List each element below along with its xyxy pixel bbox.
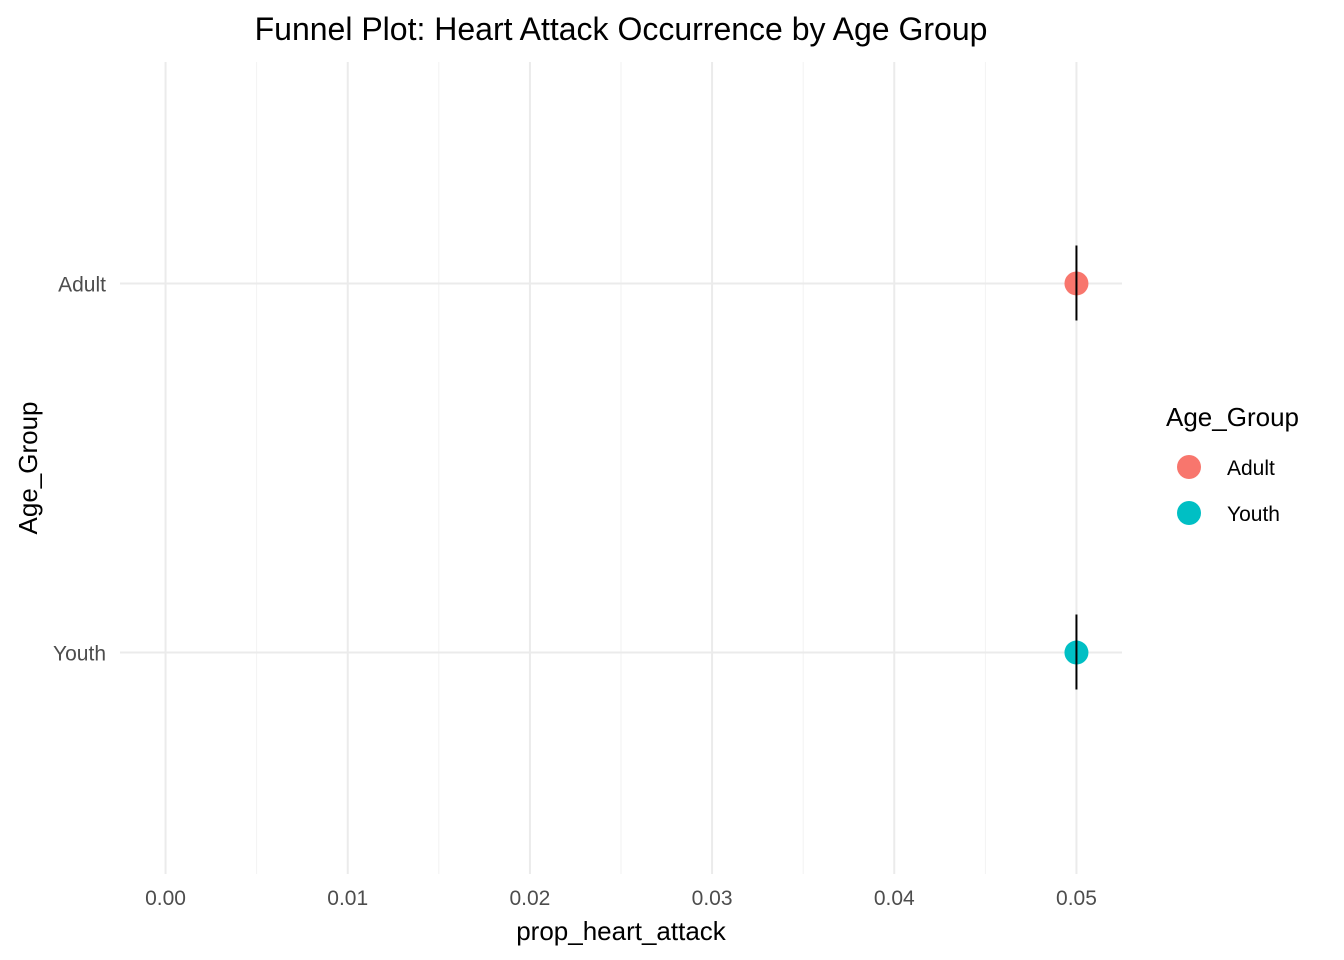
x-tick-label: 0.02 [509,887,550,910]
legend-label-adult: Adult [1227,457,1275,480]
legend-title: Age_Group [1166,402,1299,432]
grid [120,62,1122,874]
x-axis-ticks: 0.00 0.01 0.02 0.03 0.04 0.05 [145,887,1097,910]
x-tick-label: 0.04 [874,887,915,910]
y-tick-label: Youth [53,643,106,666]
x-tick-label: 0.05 [1056,887,1097,910]
x-tick-label: 0.03 [692,887,733,910]
x-axis-title: prop_heart_attack [516,916,727,946]
y-tick-label: Adult [58,273,106,296]
y-axis-title: Age_Group [13,402,43,535]
data-marks [1064,245,1089,690]
legend-label-youth: Youth [1227,503,1280,526]
x-tick-label: 0.01 [327,887,368,910]
legend-key-youth [1177,501,1201,525]
legend-key-adult [1177,455,1201,479]
x-tick-label: 0.00 [145,887,186,910]
chart-title: Funnel Plot: Heart Attack Occurrence by … [255,11,988,47]
y-axis-ticks: Adult Youth [53,273,106,665]
legend: Age_Group Adult Youth [1166,402,1299,526]
